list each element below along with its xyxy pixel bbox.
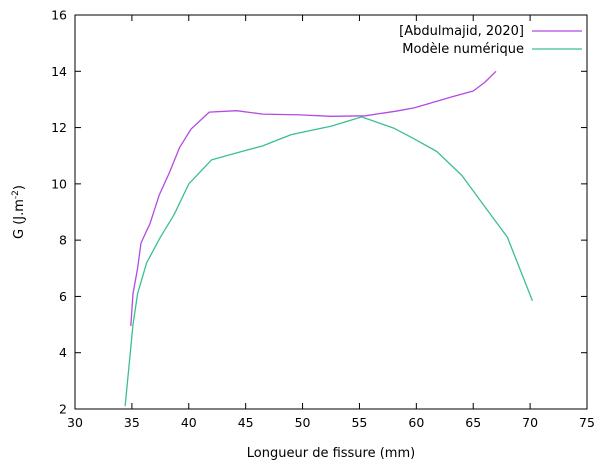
x-tick-label: 75 — [579, 415, 595, 430]
x-tick-label: 40 — [181, 415, 197, 430]
series-line-1 — [124, 116, 534, 407]
plot-frame — [74, 14, 588, 410]
y-tick-label: 10 — [51, 176, 67, 191]
y-tick-label: 14 — [51, 64, 67, 79]
x-tick-label: 35 — [124, 415, 140, 430]
y-axis-label-main: G (J.m — [12, 199, 27, 239]
y-tick-label: 8 — [59, 233, 67, 248]
x-tick-label: 70 — [522, 415, 538, 430]
y-axis-label-tail: ) — [12, 185, 27, 190]
series-lines — [124, 70, 534, 407]
x-tick-label: 50 — [295, 415, 311, 430]
y-tick-label: 2 — [59, 402, 67, 417]
x-tick-label: 60 — [408, 415, 424, 430]
y-axis-label: G (J.m-2) — [11, 185, 27, 239]
axis-ticks — [74, 14, 588, 410]
legend-label-abdulmajid: [Abdulmajid, 2020] — [399, 24, 524, 39]
y-tick-label: 6 — [59, 289, 67, 304]
y-tick-label: 4 — [59, 345, 67, 360]
x-tick-label: 65 — [465, 415, 481, 430]
y-tick-label: 12 — [51, 120, 67, 135]
legend-label-modele-numerique: Modèle numérique — [402, 42, 524, 57]
y-tick-label: 16 — [51, 8, 67, 23]
legend: [Abdulmajid, 2020] Modèle numérique — [399, 24, 582, 57]
series-line-0 — [130, 70, 497, 327]
y-axis-label-superscript: -2 — [11, 190, 21, 199]
x-tick-label: 55 — [351, 415, 367, 430]
x-axis-label: Longueur de fissure (mm) — [247, 446, 415, 461]
axis-tick-labels: 30 35 40 45 50 55 60 65 70 75 2 4 6 8 10 12 14 16 — [51, 8, 595, 431]
x-tick-label: 45 — [238, 415, 254, 430]
x-tick-label: 30 — [67, 415, 83, 430]
